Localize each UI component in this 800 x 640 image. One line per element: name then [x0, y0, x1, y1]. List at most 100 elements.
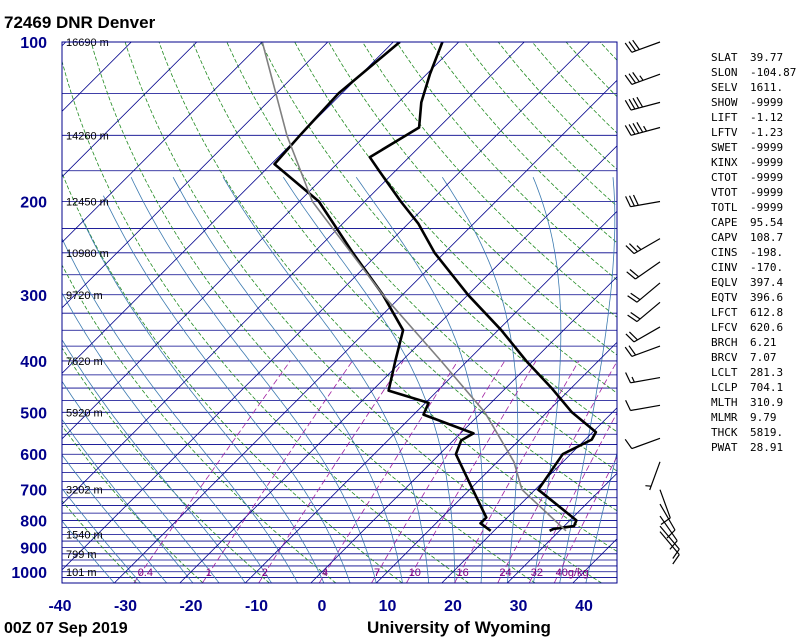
wind-barb [625, 399, 661, 412]
isotherm-line [62, 42, 591, 571]
moist-adiabat-line [62, 487, 141, 583]
height-label: 12450 m [66, 197, 109, 209]
observation-time: 00Z 07 Sep 2019 [4, 620, 128, 637]
height-labels: 16690 m 14260 m 12450 m 10980 m 9720 m 7620 m… [66, 37, 109, 579]
index-value: 95.54 [750, 216, 783, 229]
temperature-tick-label: -30 [114, 598, 137, 615]
pressure-tick-label: 400 [20, 354, 47, 371]
index-name: CAPE [711, 216, 738, 229]
dry-adiabat-line [124, 42, 602, 583]
mixing-ratio-label: 24 [499, 567, 511, 579]
index-name: TOTL [711, 201, 738, 214]
temperature-tick-label: 30 [510, 598, 528, 615]
moist-adiabat-line [441, 176, 519, 583]
moist-adiabat-line [103, 195, 351, 583]
index-value: -9999 [750, 156, 783, 169]
index-name: EQLV [711, 276, 738, 289]
isotherm-line [62, 42, 525, 505]
height-label: 10980 m [66, 248, 109, 260]
moist-adiabat-line [222, 176, 430, 583]
isotherm-line [62, 42, 460, 440]
index-name: CINS [711, 246, 738, 259]
index-name: BRCH [711, 336, 738, 349]
isotherm-line [375, 341, 617, 583]
wind-barb [625, 238, 661, 255]
isotherm-line [179, 145, 617, 583]
moist-adiabat-lines [62, 176, 617, 583]
index-value: 612.8 [750, 306, 783, 319]
index-name: BRCV [711, 351, 738, 364]
wind-barb [625, 326, 661, 343]
index-value: -9999 [750, 96, 783, 109]
wind-barb [659, 525, 680, 559]
mixing-ratio-lines [133, 360, 617, 583]
parcel-path [261, 42, 567, 532]
index-name: MLMR [711, 411, 738, 424]
index-value: 6.21 [750, 336, 777, 349]
dry-adiabat-line [62, 171, 403, 583]
index-name: KINX [711, 156, 738, 169]
moist-adiabat-line [62, 338, 246, 583]
station-title: 72469 DNR Denver [4, 13, 156, 32]
mixing-ratio-label: 40g/kg [556, 567, 589, 579]
height-label: 16690 m [66, 37, 109, 49]
isotherm-line [244, 210, 617, 583]
mixing-ratio-label: 4 [322, 567, 328, 579]
mixing-ratio-line [202, 360, 353, 583]
wind-barb [624, 437, 661, 450]
index-name: THCK [711, 426, 738, 439]
pressure-tick-label: 1000 [11, 565, 47, 582]
mixing-ratio-line [133, 360, 291, 583]
index-name: CTOT [711, 171, 738, 184]
wind-barb [626, 261, 661, 280]
wind-barb [659, 515, 678, 550]
index-name: SELV [711, 81, 738, 94]
index-value: -1.23 [750, 126, 783, 139]
wind-barb [624, 96, 661, 111]
moist-adiabat-line [172, 177, 403, 583]
index-name: EQTV [711, 291, 738, 304]
index-name: CINV [711, 261, 738, 274]
mixing-ratio-line [528, 412, 617, 583]
wind-barbs [624, 39, 680, 565]
temperature-axis: -40 -30 -20 -10 0 10 20 30 40 [48, 598, 593, 615]
temperature-profile [368, 42, 598, 532]
index-name: SLAT [711, 51, 738, 64]
index-value: 704.1 [750, 381, 783, 394]
index-value: 310.9 [750, 396, 783, 409]
moist-adiabat-line [130, 177, 377, 583]
mixing-ratio-line [406, 360, 537, 583]
wind-barb [625, 372, 661, 384]
moist-adiabat-line [62, 418, 194, 583]
data-source: University of Wyoming [367, 618, 551, 637]
dry-adiabat-line [62, 59, 469, 583]
moist-adiabat-line [62, 292, 272, 583]
index-name: LFCV [711, 321, 738, 334]
index-value: -9999 [750, 171, 783, 184]
temperature-tick-label: 0 [318, 598, 327, 615]
moist-adiabat-line [355, 176, 484, 583]
moist-adiabat-line [532, 177, 562, 583]
temperature-tick-label: 10 [379, 598, 397, 615]
wind-barb [624, 345, 661, 357]
index-value: -170. [750, 261, 783, 274]
mixing-ratio-line [454, 360, 580, 583]
pressure-tick-label: 100 [20, 35, 47, 52]
wind-barb [624, 121, 661, 136]
pressure-tick-label: 700 [20, 483, 47, 500]
index-name: LFTV [711, 126, 738, 139]
index-value: -9999 [750, 141, 783, 154]
index-name: LCLT [711, 366, 738, 379]
pressure-tick-label: 600 [20, 447, 47, 464]
plot-frame [61, 41, 618, 584]
index-value: -9999 [750, 201, 783, 214]
mixing-ratio-label: 1 [206, 567, 212, 579]
temperature-tick-label: -10 [245, 598, 268, 615]
pressure-axis: 100 200 300 400 500 600 700 800 900 1000 [11, 35, 47, 582]
wind-barb [624, 39, 661, 53]
index-value: 1611. [750, 81, 783, 94]
index-name: SHOW [711, 96, 738, 109]
mixing-ratio-line [371, 360, 506, 583]
